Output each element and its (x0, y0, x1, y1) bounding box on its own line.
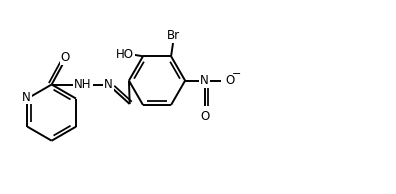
Text: N: N (104, 78, 112, 91)
Text: N: N (200, 74, 209, 87)
Text: N: N (22, 90, 31, 104)
Text: HO: HO (116, 48, 133, 61)
Text: O: O (226, 74, 235, 87)
Text: O: O (61, 51, 70, 64)
Text: O: O (200, 110, 209, 123)
Text: NH: NH (74, 78, 91, 91)
Text: −: − (232, 69, 241, 79)
Text: Br: Br (166, 29, 180, 42)
